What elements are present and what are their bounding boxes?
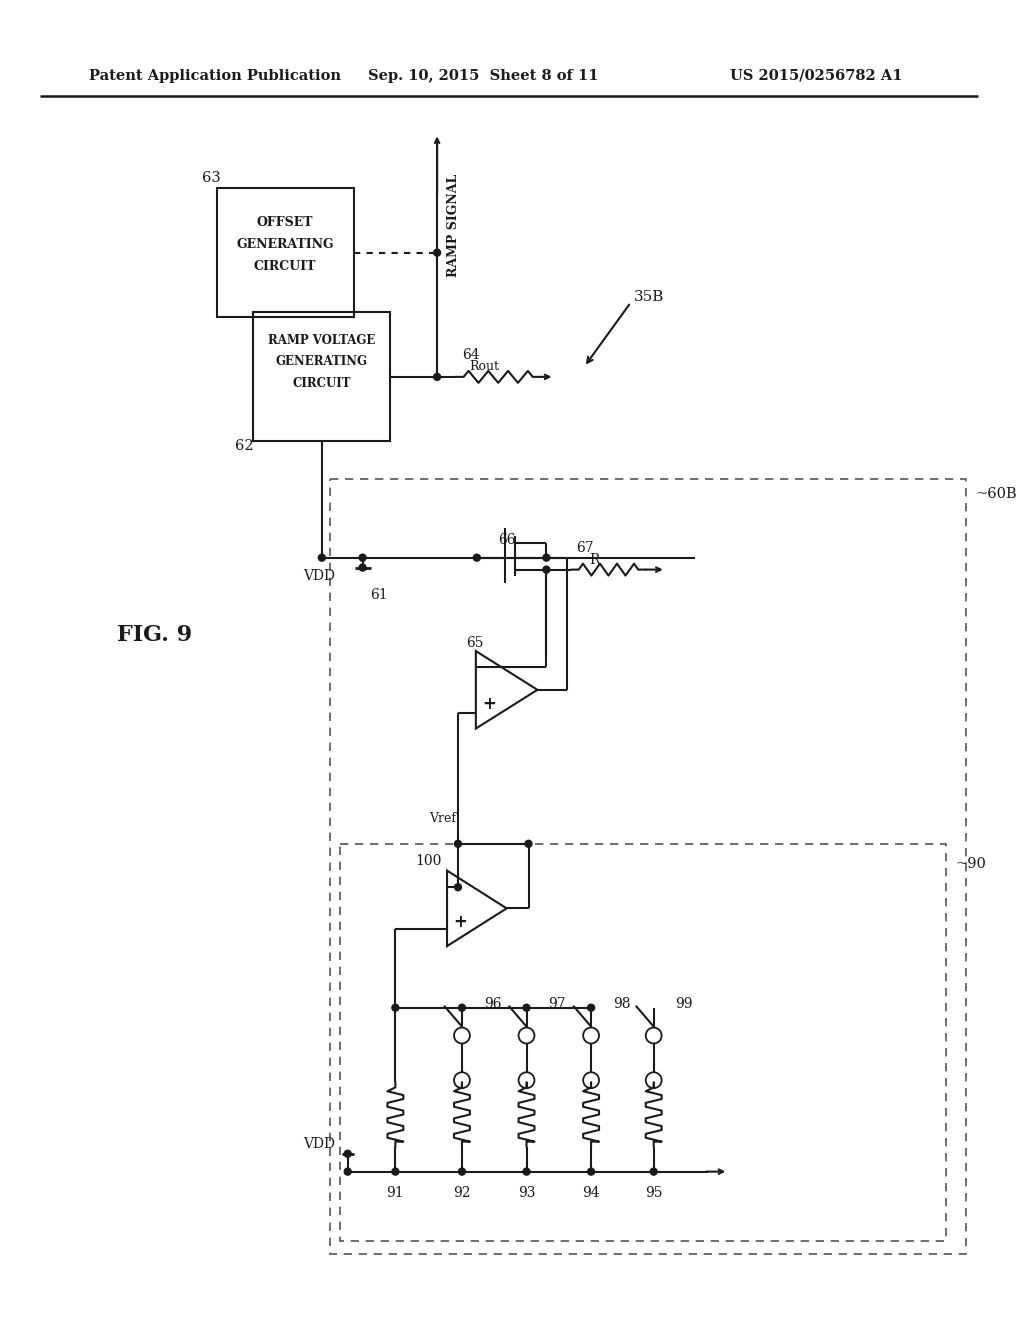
Text: +: + bbox=[482, 694, 497, 713]
Text: VDD: VDD bbox=[303, 569, 335, 582]
Circle shape bbox=[433, 374, 440, 380]
Text: 97: 97 bbox=[549, 997, 566, 1011]
Text: GENERATING: GENERATING bbox=[237, 238, 334, 251]
Text: 92: 92 bbox=[454, 1187, 471, 1200]
Text: 91: 91 bbox=[387, 1187, 404, 1200]
Circle shape bbox=[344, 1168, 351, 1175]
Text: 67: 67 bbox=[577, 541, 594, 554]
Text: 95: 95 bbox=[645, 1187, 663, 1200]
Circle shape bbox=[455, 841, 462, 847]
Circle shape bbox=[318, 554, 326, 561]
Text: OFFSET: OFFSET bbox=[257, 216, 313, 230]
Circle shape bbox=[588, 1005, 595, 1011]
Text: ~90: ~90 bbox=[955, 857, 986, 871]
Text: 62: 62 bbox=[236, 440, 254, 453]
Circle shape bbox=[543, 554, 550, 561]
Text: 94: 94 bbox=[583, 1187, 600, 1200]
Text: +: + bbox=[454, 913, 467, 931]
Text: RAMP VOLTAGE: RAMP VOLTAGE bbox=[268, 334, 376, 347]
Text: RAMP SIGNAL: RAMP SIGNAL bbox=[446, 173, 460, 276]
Circle shape bbox=[359, 564, 366, 572]
Text: R: R bbox=[589, 553, 599, 566]
Bar bbox=[340, 843, 946, 1241]
Circle shape bbox=[523, 1168, 530, 1175]
Bar bbox=[216, 189, 353, 317]
Circle shape bbox=[433, 249, 440, 256]
Text: 64: 64 bbox=[462, 348, 479, 362]
Text: CIRCUIT: CIRCUIT bbox=[293, 378, 351, 391]
Circle shape bbox=[344, 1150, 351, 1158]
Bar bbox=[330, 479, 966, 1254]
Text: 99: 99 bbox=[676, 997, 693, 1011]
Text: 100: 100 bbox=[416, 854, 442, 867]
Text: Sep. 10, 2015  Sheet 8 of 11: Sep. 10, 2015 Sheet 8 of 11 bbox=[368, 69, 598, 83]
Text: 66: 66 bbox=[498, 533, 515, 546]
Circle shape bbox=[459, 1005, 466, 1011]
Text: GENERATING: GENERATING bbox=[275, 355, 368, 368]
Text: 65: 65 bbox=[466, 636, 483, 651]
Circle shape bbox=[650, 1168, 657, 1175]
Text: 93: 93 bbox=[518, 1187, 536, 1200]
Circle shape bbox=[459, 1168, 466, 1175]
Circle shape bbox=[392, 1005, 399, 1011]
Text: 61: 61 bbox=[371, 589, 388, 602]
Text: ~60B: ~60B bbox=[976, 487, 1017, 502]
Text: 63: 63 bbox=[202, 172, 220, 185]
Text: Patent Application Publication: Patent Application Publication bbox=[89, 69, 341, 83]
Text: Rout: Rout bbox=[469, 360, 499, 374]
Circle shape bbox=[525, 841, 532, 847]
Circle shape bbox=[473, 554, 480, 561]
Circle shape bbox=[543, 566, 550, 573]
Text: US 2015/0256782 A1: US 2015/0256782 A1 bbox=[730, 69, 903, 83]
Circle shape bbox=[359, 554, 366, 561]
Text: CIRCUIT: CIRCUIT bbox=[254, 260, 316, 273]
Text: VDD: VDD bbox=[303, 1137, 335, 1151]
Circle shape bbox=[523, 1005, 530, 1011]
Bar bbox=[253, 313, 390, 441]
Circle shape bbox=[455, 884, 462, 891]
Circle shape bbox=[392, 1168, 399, 1175]
Text: FIG. 9: FIG. 9 bbox=[117, 624, 193, 647]
Text: Vref: Vref bbox=[429, 812, 456, 825]
Circle shape bbox=[588, 1168, 595, 1175]
Text: 98: 98 bbox=[613, 997, 631, 1011]
Text: 96: 96 bbox=[483, 997, 502, 1011]
Text: 35B: 35B bbox=[634, 290, 665, 305]
